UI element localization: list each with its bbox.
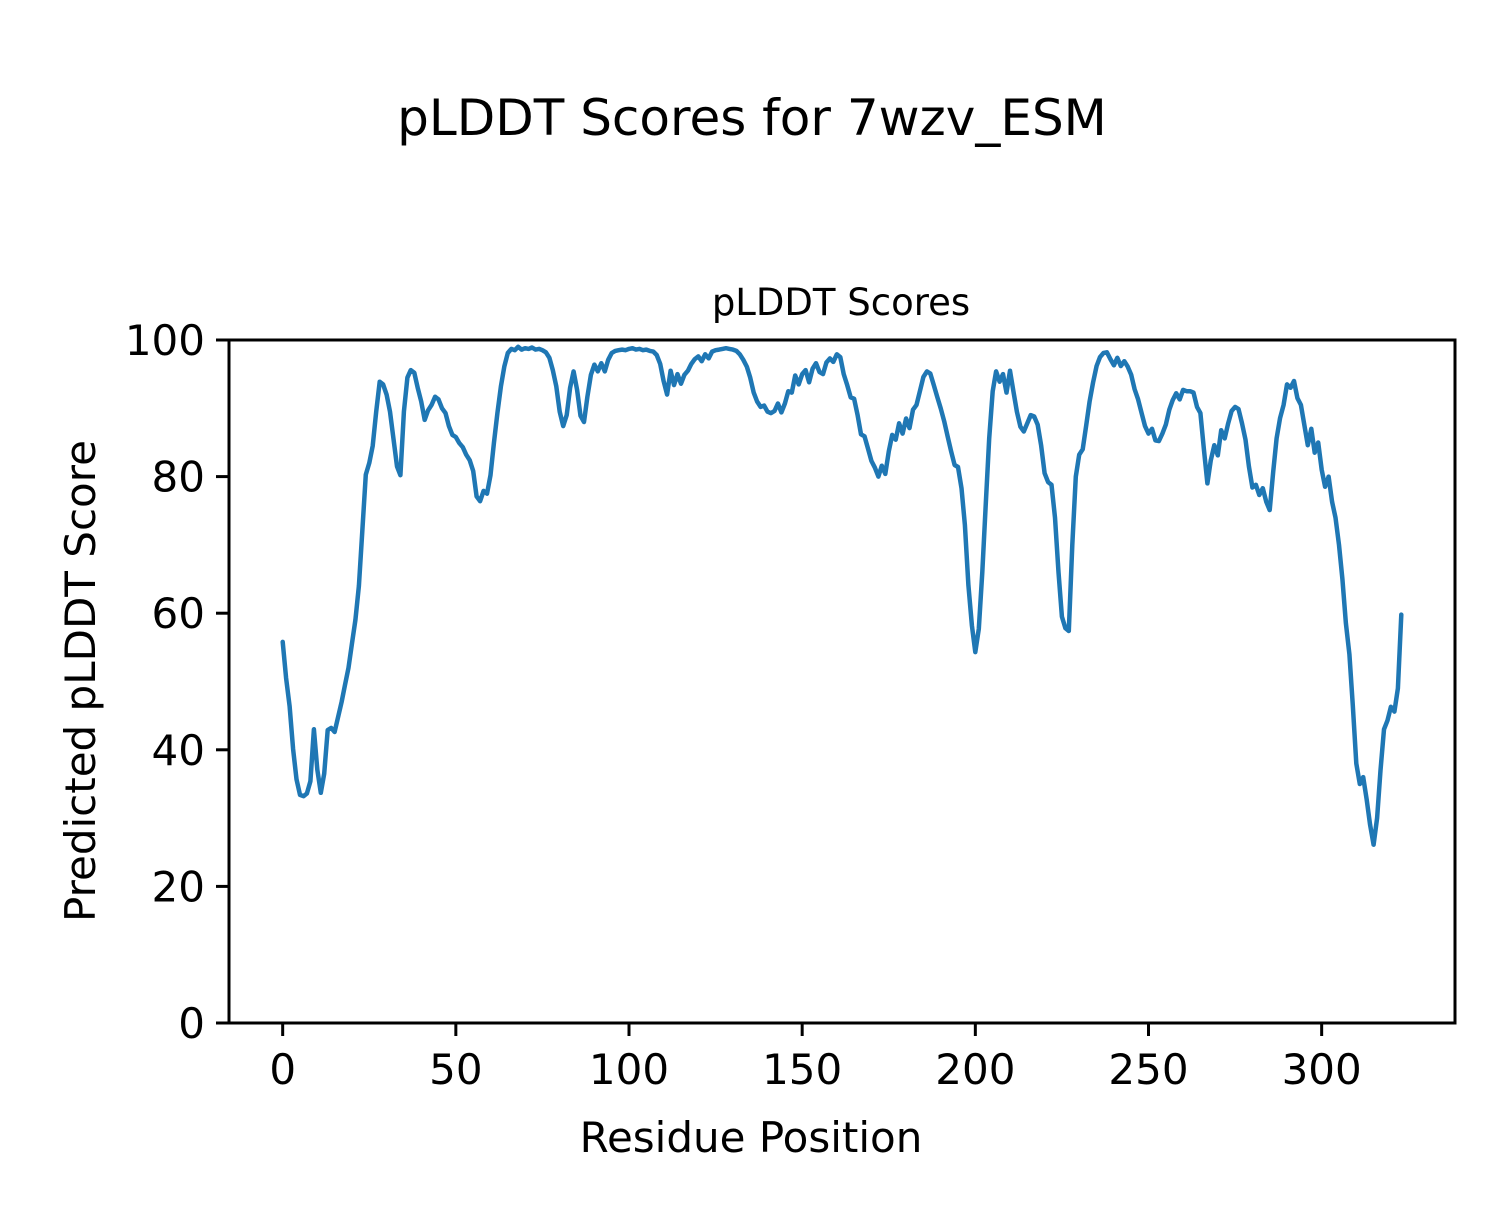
- y-tick-label: 40: [152, 726, 205, 775]
- x-tick-label: 200: [935, 1045, 1015, 1094]
- axes-title: pLDDT Scores: [712, 281, 970, 324]
- x-tick-label: 100: [589, 1045, 669, 1094]
- plot-area: 0 50 100 150 200 250 300 0 20 40 60 80 100: [125, 316, 1457, 1094]
- x-tick-label: 50: [429, 1045, 482, 1094]
- y-tick-label: 100: [125, 316, 205, 365]
- plddt-line: [280, 344, 1404, 847]
- y-axis-label: Predicted pLDDT Score: [56, 440, 105, 922]
- y-tick-label: 80: [152, 453, 205, 502]
- y-tick-label: 20: [152, 862, 205, 911]
- x-tick-label: 150: [762, 1045, 842, 1094]
- y-tick-label: 60: [152, 589, 205, 638]
- x-tick-label: 250: [1108, 1045, 1188, 1094]
- x-tick-label: 300: [1282, 1045, 1362, 1094]
- x-axis-label: Residue Position: [580, 1113, 923, 1162]
- axes-spines: [227, 338, 1457, 1025]
- y-tick-label: 0: [178, 999, 205, 1048]
- x-tick-label: 0: [269, 1045, 296, 1094]
- figure-title: pLDDT Scores for 7wzv_ESM: [397, 89, 1107, 147]
